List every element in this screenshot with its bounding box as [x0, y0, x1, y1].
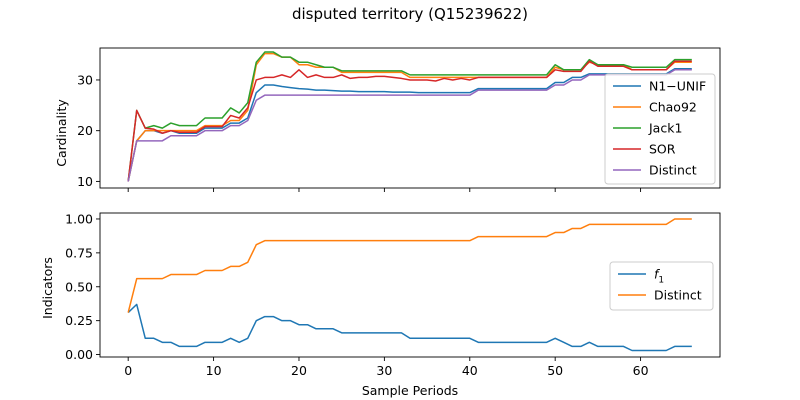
y-tick-label: 0.75: [65, 245, 93, 260]
y-tick-label: 0.00: [65, 347, 93, 362]
legend-box: [609, 261, 714, 311]
x-tick-label: 60: [633, 363, 649, 378]
legend-label: N1−UNIF: [649, 79, 706, 94]
indicators-panel: 0 10 20 30 40 50 60 0.00 0.25 0.50 0.75 1.00 f1 Disti…: [65, 211, 721, 378]
series-line-1: [127, 218, 692, 313]
x-tick-label: 40: [462, 363, 478, 378]
y-tick-label: 1.00: [65, 211, 93, 226]
legend: N1−UNIF Chao92 Jack1 SOR Distinct: [604, 73, 716, 185]
x-tick-label: 30: [376, 363, 392, 378]
x-tick-label: 10: [206, 363, 222, 378]
legend-label: Distinct: [654, 288, 702, 303]
legend-label: Jack1: [648, 121, 682, 136]
legend-label: Distinct: [649, 163, 697, 178]
x-tick-label: 0: [124, 363, 132, 378]
x-tick-label: 20: [291, 363, 307, 378]
x-axis-label: Sample Periods: [362, 383, 458, 398]
x-tick-label: 50: [547, 363, 563, 378]
legend-label: SOR: [649, 142, 676, 157]
y-axis-label-indicators: Indicators: [40, 257, 55, 319]
y-tick-label: 30: [77, 72, 93, 87]
axes-frame: [99, 47, 721, 189]
y-tick-label: 20: [77, 123, 93, 138]
series-line-4: [127, 69, 692, 182]
y-tick-label: 10: [77, 174, 93, 189]
legend-label: Chao92: [649, 100, 697, 115]
series-line-0: [127, 303, 692, 352]
chart-title: disputed territory (Q15239622): [292, 5, 528, 23]
y-tick-label: 0.25: [65, 313, 93, 328]
series-line-3: [127, 60, 692, 182]
y-tick-label: 0.50: [65, 279, 93, 294]
series-line-0: [127, 68, 692, 182]
series-line-2: [127, 51, 692, 182]
cardinality-panel: 10 20 30 N1−UNIF Chao92 Jack1 SOR Distinct: [77, 47, 721, 192]
legend: f1 Distinct: [609, 261, 714, 311]
legend-label: f1: [654, 267, 664, 286]
legend-box: [604, 73, 716, 185]
y-axis-label-cardinality: Cardinality: [54, 99, 69, 167]
axes-frame: [99, 212, 721, 358]
